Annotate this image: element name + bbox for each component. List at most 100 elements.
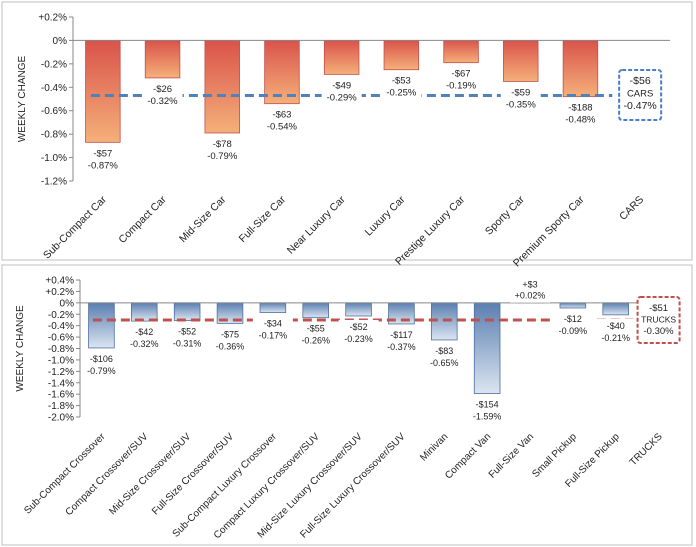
data-label-dollar: -$42 <box>135 327 153 337</box>
bar <box>264 40 300 105</box>
data-label-percent: -0.37% <box>387 342 416 352</box>
data-label-percent: -0.25% <box>386 88 417 99</box>
category-label: CARS <box>617 194 646 223</box>
data-label-bg <box>124 325 165 351</box>
data-label-bg <box>424 343 465 369</box>
data-label-dollar: -$106 <box>90 354 113 364</box>
y-tick-label: -1.4% <box>48 378 74 389</box>
data-label-dollar: -$188 <box>568 103 592 114</box>
y-tick-label: 0% <box>60 298 75 309</box>
y-tick-label: -1.2% <box>48 367 74 378</box>
bar <box>302 302 329 319</box>
y-tick-label: -2.0% <box>48 413 74 424</box>
data-label-bg <box>560 100 601 126</box>
data-label-percent: -0.29% <box>327 92 358 103</box>
category-label: TRUCKS <box>628 431 665 468</box>
data-label-bg <box>252 316 293 342</box>
y-tick-label: +0.4% <box>45 276 74 287</box>
y-tick-label: 0% <box>53 36 68 47</box>
bar <box>559 302 587 309</box>
data-label-bg <box>202 136 243 162</box>
category-label: Full-Size Car <box>237 193 289 245</box>
bar <box>503 40 539 82</box>
category-label: Minivan <box>418 431 450 463</box>
category-label: Sub-Compact Crossover <box>22 431 108 517</box>
category-label: Near Luxury Car <box>285 193 348 256</box>
data-label-bg <box>210 327 250 353</box>
data-label-percent: -0.87% <box>88 160 119 171</box>
data-label-percent: -0.79% <box>87 366 116 376</box>
category-label: Luxury Car <box>363 193 408 238</box>
average-box <box>618 69 663 121</box>
category-label: Compact Van <box>443 431 493 481</box>
y-axis-title: WEEKLY CHANGE <box>15 305 26 392</box>
data-label-bg <box>142 81 183 107</box>
category-label: Compact Car <box>116 193 169 246</box>
y-tick-label: +0.2% <box>45 287 74 298</box>
data-label-bg <box>552 311 593 337</box>
data-label-bg <box>500 85 541 111</box>
data-label-percent: -0.26% <box>301 336 330 346</box>
data-label-dollar: -$59 <box>511 87 530 98</box>
data-label-dollar: -$83 <box>435 346 453 356</box>
data-label-dollar: -$12 <box>564 314 582 324</box>
data-label-dollar: -$78 <box>213 139 232 150</box>
average-name-label: CARS <box>627 89 653 100</box>
data-label-bg <box>81 351 122 377</box>
data-label-bg <box>82 146 123 172</box>
y-tick-label: -0.4% <box>48 321 74 332</box>
data-label-percent: -0.54% <box>267 122 298 133</box>
data-label-dollar: -$40 <box>607 321 625 331</box>
category-label: Compact Crossover/SUV <box>64 431 151 518</box>
category-label: Sub-Compact Car <box>41 193 109 261</box>
y-tick-label: -0.8% <box>48 344 74 355</box>
data-label-dollar: -$26 <box>153 84 172 95</box>
data-label-percent: -0.32% <box>130 339 159 349</box>
data-label-bg <box>167 324 208 350</box>
data-label-dollar: -$67 <box>452 69 471 80</box>
data-label-bg <box>295 321 336 347</box>
data-label-percent: -0.79% <box>207 151 238 162</box>
data-label-dollar: -$52 <box>178 327 196 337</box>
bar <box>173 302 201 321</box>
bar <box>562 40 599 98</box>
y-tick-label: -1.8% <box>48 401 74 412</box>
bar <box>383 40 420 71</box>
average-dollar-label: -$56 <box>630 75 651 87</box>
y-axis-title: WEEKLY CHANGE <box>17 56 28 143</box>
y-tick-label: -0.8% <box>41 130 67 141</box>
average-percent-label: -0.30% <box>644 326 675 337</box>
trucks-panel-border <box>1 264 693 546</box>
data-label-percent: -0.35% <box>506 99 537 110</box>
data-label-bg <box>261 107 302 133</box>
category-label: Sporty Car <box>483 193 527 237</box>
data-label-dollar: +$3 <box>522 280 537 290</box>
average-box <box>636 296 681 344</box>
data-label-dollar: -$49 <box>332 80 351 91</box>
bar <box>144 40 181 79</box>
data-label-bg <box>381 327 422 353</box>
data-label-percent: -0.19% <box>446 81 477 92</box>
bar <box>443 40 479 64</box>
category-label: Full-Size Van <box>487 431 536 480</box>
data-label-bg <box>321 78 362 104</box>
data-label-percent: -0.17% <box>259 331 288 341</box>
bar <box>602 302 629 316</box>
bar <box>88 302 115 349</box>
bar <box>204 40 240 134</box>
average-percent-label: -0.47% <box>624 100 657 112</box>
bar <box>259 302 287 313</box>
y-tick-label: -0.6% <box>41 106 67 117</box>
y-tick-label: -0.6% <box>48 333 74 344</box>
cars-chart: +0.2% 0% -0.2% -0.4% -0.6% -0.8% -1.0% -1.2% WEE… <box>17 13 670 269</box>
data-label-dollar: -$154 <box>476 400 499 410</box>
data-label-percent: -1.59% <box>473 412 502 422</box>
category-label: Full-Size Crossover/SUV <box>150 431 236 517</box>
bar <box>473 302 501 394</box>
data-label-percent: -0.09% <box>559 326 588 336</box>
bar <box>131 302 158 322</box>
y-tick-label: -1.2% <box>41 177 67 188</box>
category-label: Mid-Size Crossover/SUV <box>107 431 193 517</box>
data-label-percent: -0.65% <box>430 358 459 368</box>
